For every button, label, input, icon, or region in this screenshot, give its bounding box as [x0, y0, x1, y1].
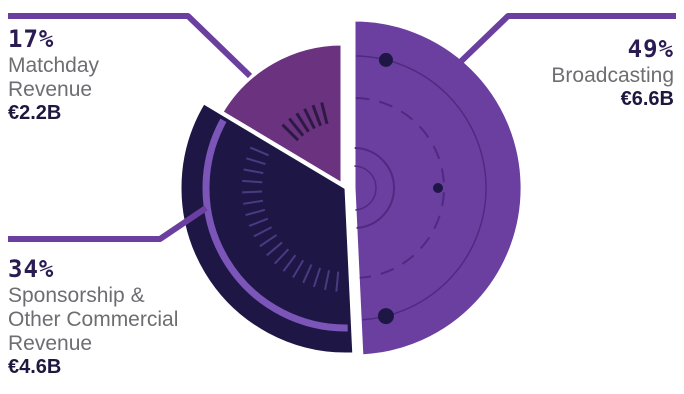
broadcasting-amount: €6.6B — [620, 87, 674, 110]
matchday-percent: 17% — [8, 25, 55, 53]
sponsorship-tick — [245, 208, 266, 217]
matchday-tick — [295, 112, 310, 133]
slice-matchday — [219, 42, 344, 187]
sponsorship-tick — [324, 270, 331, 291]
sponsorship-tick — [242, 179, 263, 184]
sponsorship-tick — [292, 259, 305, 279]
sponsorship-tick — [259, 234, 277, 248]
sponsorship-tick — [242, 190, 263, 194]
sponsorship-percent: 34% — [8, 255, 55, 283]
sponsorship-tick — [243, 199, 264, 205]
sponsorship-name-line1: Sponsorship & — [8, 283, 145, 307]
sponsorship-amount: €4.6B — [8, 356, 62, 379]
broadcasting-name-line1: Broadcasting — [551, 63, 674, 87]
broadcasting-orbit-dot — [377, 308, 394, 325]
label-matchday: 17% Matchday Revenue €2.2B — [8, 25, 100, 125]
sponsorship-tick — [266, 241, 283, 257]
sponsorship-tick — [243, 168, 264, 175]
sponsorship-tick — [253, 226, 273, 238]
broadcasting-percent: 49% — [627, 35, 674, 63]
sponsorship-tick — [335, 271, 340, 292]
broadcasting-orbit-dot — [378, 52, 393, 67]
broadcasting-core-ring — [354, 165, 377, 211]
broadcasting-leader-line — [449, 13, 676, 73]
broadcasting-orbit-dot — [433, 183, 443, 193]
broadcasting-outer-ring — [356, 55, 487, 321]
matchday-tick — [320, 102, 329, 125]
matchday-tick — [288, 117, 305, 137]
sponsorship-accent-ring — [202, 118, 348, 332]
sponsorship-tick — [249, 146, 270, 157]
sponsorship-tick — [248, 217, 269, 227]
matchday-name-line1: Matchday — [8, 53, 100, 77]
broadcasting-inner-ring — [354, 147, 395, 229]
matchday-tick — [281, 123, 300, 142]
matchday-tick — [303, 108, 316, 130]
sponsorship-leader-line — [8, 205, 208, 242]
sponsorship-tick — [273, 248, 290, 265]
sponsorship-name-line2: Other Commercial — [8, 307, 179, 331]
sponsorship-tick — [282, 254, 297, 272]
slice-sponsorship — [178, 100, 356, 356]
sponsorship-name-line3: Revenue — [8, 331, 93, 355]
matchday-amount: €2.2B — [8, 101, 62, 124]
matchday-tick — [311, 104, 322, 127]
sponsorship-tick — [246, 157, 266, 166]
sponsorship-tick — [312, 267, 322, 288]
sponsorship-tick — [302, 264, 313, 284]
matchday-leader-line — [8, 13, 253, 79]
label-sponsorship: 34% Sponsorship & Other Commercial Reven… — [8, 255, 179, 379]
label-broadcasting: 49% Broadcasting €6.6B — [551, 35, 674, 111]
matchday-name-line2: Revenue — [8, 77, 93, 101]
